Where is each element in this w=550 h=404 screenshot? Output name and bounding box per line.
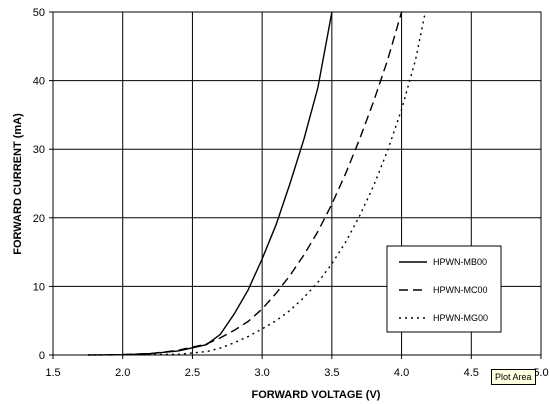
axis-ticks: 1.5 2.0 2.5 3.0 3.5 4.0 4.5 5.0 0 10 20 30 40 50 — [33, 7, 549, 379]
y-tick-label: 20 — [33, 213, 45, 225]
series-line-hpwn-mb00[interactable] — [87, 11, 333, 356]
x-tick-label: 1.5 — [45, 367, 60, 379]
legend-label: HPWN-MG00 — [433, 313, 488, 323]
y-tick-label: 50 — [33, 7, 45, 19]
plot-area[interactable] — [52, 11, 542, 356]
legend[interactable]: HPWN-MB00 HPWN-MC00 HPWN-MG00 — [386, 245, 502, 333]
series-line-hpwn-mc00[interactable] — [108, 11, 403, 356]
y-tick-label: 0 — [39, 350, 45, 362]
x-tick-label: 3.5 — [324, 367, 339, 379]
x-tick-label: 5.0 — [533, 367, 548, 379]
x-tick-label: 2.5 — [185, 367, 200, 379]
y-tick-label: 30 — [33, 144, 45, 156]
x-tick-label: 3.0 — [254, 367, 269, 379]
series-line-hpwn-mg00[interactable] — [87, 11, 426, 356]
series-group — [87, 11, 426, 356]
y-tick-label: 10 — [33, 281, 45, 293]
gridlines — [53, 12, 541, 355]
y-tick-label: 40 — [33, 76, 45, 88]
plot-area-tooltip: Plot Area — [491, 369, 536, 385]
x-tick-label: 4.5 — [464, 367, 479, 379]
x-axis-title: FORWARD VOLTAGE (V) — [252, 389, 381, 401]
legend-label: HPWN-MC00 — [433, 285, 488, 295]
x-tick-label: 2.0 — [115, 367, 130, 379]
y-axis-title: FORWARD CURRENT (mA) — [12, 113, 24, 255]
legend-label: HPWN-MB00 — [433, 257, 487, 267]
x-tick-label: 4.0 — [394, 367, 409, 379]
